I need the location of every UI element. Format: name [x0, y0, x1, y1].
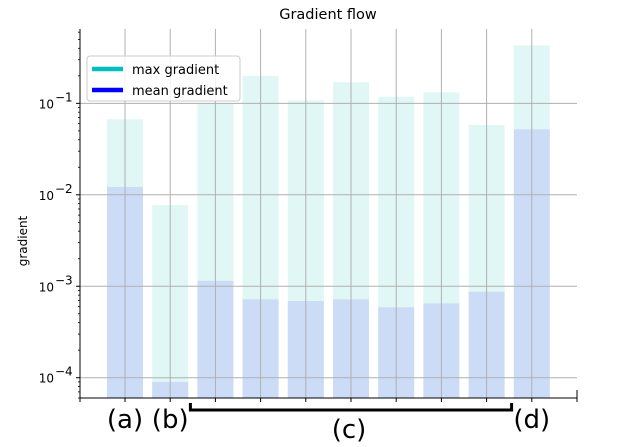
- chart-title: Gradient flow: [279, 7, 377, 23]
- legend: max gradient mean gradient: [86, 55, 241, 102]
- plot-area: 10−410−310−210 −1(a) (b) (c) (d): [39, 29, 578, 445]
- group-label-1: (b): [152, 405, 189, 435]
- group-label-3: (d): [513, 405, 550, 435]
- legend-label-0: max gradient: [132, 63, 219, 78]
- group-bracket-2: [188, 403, 514, 412]
- y-tick-exponent-0: −4: [55, 365, 73, 379]
- y-tick-label-0: 10: [39, 372, 54, 386]
- y-tick-label-2: 10: [39, 189, 54, 203]
- y-axis-label: gradient: [16, 215, 30, 266]
- y-tick-exponent-1: −3: [55, 273, 73, 287]
- legend-box: [86, 55, 241, 102]
- y-tick-label-3: 10: [39, 97, 54, 111]
- legend-label-1: mean gradient: [132, 84, 228, 99]
- y-tick-exponent-3: −1: [55, 90, 73, 104]
- group-label-0: (a): [107, 405, 143, 435]
- y-tick-label-1: 10: [39, 280, 54, 294]
- group-label-2: (c): [332, 415, 367, 445]
- y-tick-exponent-2: −2: [55, 182, 73, 196]
